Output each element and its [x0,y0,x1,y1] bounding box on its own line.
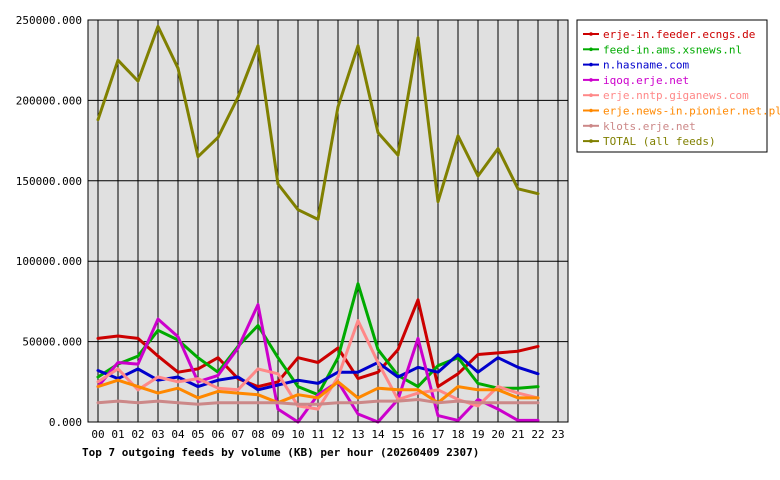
legend-marker [589,108,593,113]
x-tick-label: 06 [211,428,224,441]
x-tick-label: 15 [391,428,404,441]
x-tick-label: 11 [311,428,324,441]
x-tick-label: 23 [551,428,564,441]
series-line-3 [96,303,540,424]
legend-marker [589,62,593,67]
legend: erje-in.feeder.ecngs.de feed-in.ams.xsnew… [576,19,780,153]
x-tick-label: 00 [91,428,104,441]
y-tick-label: 0.000 [49,416,82,429]
legend-label: TOTAL (all feeds) [603,135,716,148]
legend-marker [589,139,593,143]
legend-marker [589,32,593,36]
chart-title: Top 7 outgoing feeds by volume (KB) per … [82,446,479,459]
legend-label: feed-in.ams.xsnews.nl [603,43,742,56]
series-line-2 [96,353,540,392]
x-tick-label: 21 [511,428,524,441]
y-tick-label: 50000.000 [22,336,82,349]
legend-label: klots.erje.net [603,120,696,133]
x-tick-label: 01 [111,428,124,441]
x-tick-label: 07 [231,428,244,441]
x-tick-label: 02 [131,428,144,441]
series-line-7 [96,24,540,221]
y-tick-label: 100000.000 [16,255,82,268]
legend-label: n.hasname.com [603,59,689,72]
x-tick-label: 22 [531,428,544,441]
x-tick-label: 18 [451,428,464,441]
x-tick-label: 16 [411,428,424,441]
plot-background [88,20,568,422]
y-tick-label: 150000.000 [16,175,82,188]
x-tick-label: 10 [291,428,304,441]
x-tick-label: 13 [351,428,364,441]
x-tick-label: 08 [251,428,264,441]
x-tick-label: 03 [151,428,164,441]
x-tick-label: 14 [371,428,385,441]
x-tick-label: 04 [171,428,185,441]
legend-marker [589,93,593,97]
x-tick-label: 05 [191,428,204,441]
x-axis: 00 01 02 03 04 05 06 07 08 09 10 11 12 13 14 15 16 17 18 19… [91,428,564,441]
plot-border [87,19,569,423]
legend-label: erje.nntp.giganews.com [603,89,749,102]
x-tick-label: 17 [431,428,444,441]
legend-label: erje.news-in.pionier.net.pl [603,105,780,118]
x-tick-label: 12 [331,428,344,441]
y-tick-label: 200000.000 [16,94,82,107]
y-axis: 0.000 50000.000 100000.000 150000.000 200000… [16,14,82,429]
legend-marker [589,124,593,128]
legend-label: erje-in.feeder.ecngs.de [603,28,755,41]
series-lines [96,24,540,424]
y-tick-label: 250000.000 [16,14,82,27]
legend-marker [589,78,593,82]
legend-marker [589,47,593,52]
x-tick-label: 09 [271,428,284,441]
series-line-6 [96,398,540,406]
legend-box [576,19,768,153]
x-tick-label: 20 [491,428,504,441]
legend-label: iqoq.erje.net [603,74,689,87]
series-line-5 [96,378,540,405]
x-tick-label: 19 [471,428,484,441]
